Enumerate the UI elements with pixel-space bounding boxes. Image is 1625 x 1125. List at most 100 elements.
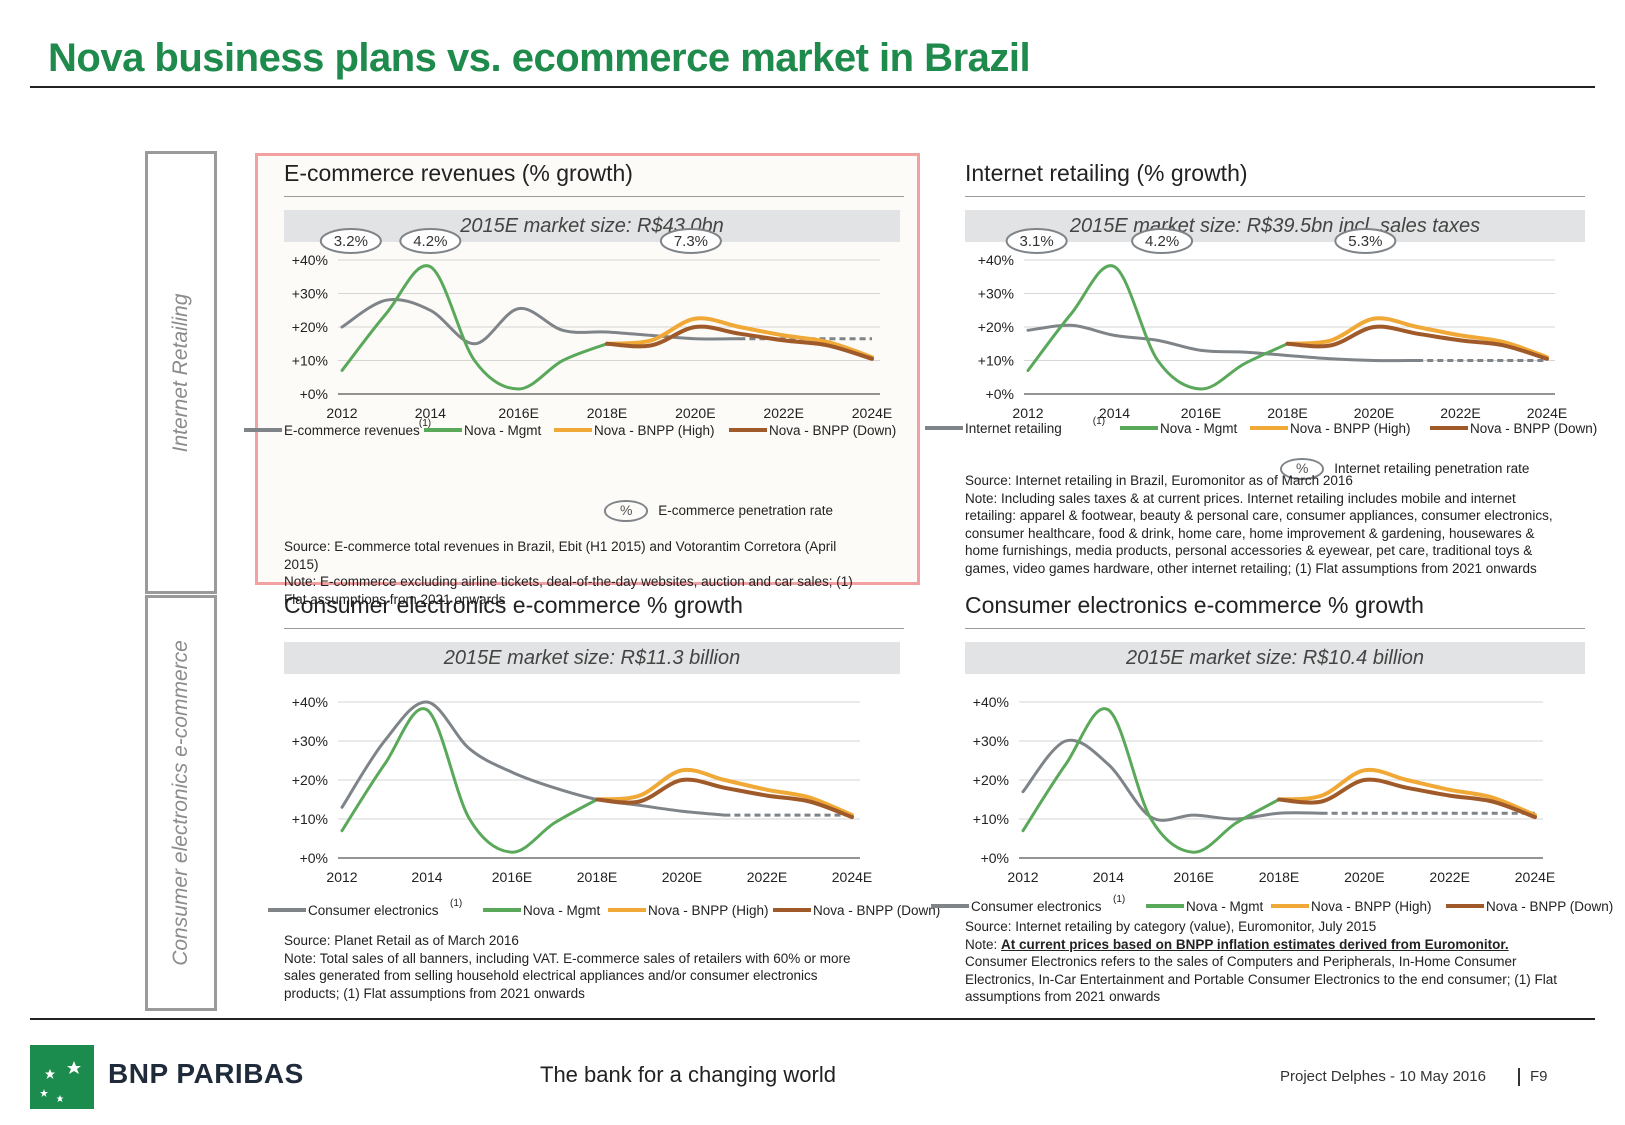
- series-line: [1285, 324, 1549, 361]
- side-label-text: Consumer electronics e-commerce: [169, 640, 192, 966]
- panel-source-note: Source: Planet Retail as of March 2016 N…: [284, 932, 864, 1002]
- series-line: [340, 700, 726, 817]
- penetration-legend-label: Internet retailing penetration rate: [1334, 461, 1530, 476]
- chart-panel-consumer-electronics-1: Consumer electronics e-commerce % growth…: [268, 592, 940, 1022]
- x-tick-label: 2018E: [1267, 405, 1307, 421]
- y-tick-label: +30%: [292, 733, 328, 749]
- source-line: Source: Internet retailing by category (…: [965, 919, 1377, 934]
- x-tick-label: 2022E: [763, 405, 803, 421]
- panel-source-note: Source: Internet retailing by category (…: [965, 918, 1565, 1006]
- chart-panel-consumer-electronics-2: Consumer electronics e-commerce % growth…: [931, 592, 1613, 1022]
- legend-label: E-commerce revenues: [284, 423, 420, 438]
- x-tick-label: 2024E: [1515, 869, 1555, 885]
- legend-label: Nova - BNPP (Down): [769, 423, 896, 438]
- side-label-consumer-electronics: Consumer electronics e-commerce: [145, 595, 217, 1011]
- chart-consumer-electronics-1: +0% +10% +20% +30% +40% 2012 2014 2016E 2018E 202…: [268, 694, 940, 918]
- y-tick-label: +0%: [986, 386, 1014, 402]
- penetration-label: 4.2%: [1145, 233, 1179, 250]
- y-tick-label: +0%: [981, 850, 1009, 866]
- series-line: [1021, 707, 1281, 854]
- x-tick-label: 2016E: [498, 405, 538, 421]
- legend-label: Nova - Mgmt: [464, 423, 542, 438]
- brand-name: BNP PARIBAS: [108, 1058, 304, 1089]
- panel-title-rule: [965, 628, 1585, 629]
- penetration-label: 4.2%: [413, 233, 447, 250]
- x-tick-label: 2014: [411, 869, 442, 885]
- panel-source-note: Source: Internet retailing in Brazil, Eu…: [965, 472, 1565, 577]
- y-tick-label: +40%: [973, 694, 1009, 710]
- x-tick-label: 2014: [1099, 405, 1130, 421]
- y-tick-label: +10%: [292, 811, 328, 827]
- y-tick-label: +10%: [973, 811, 1009, 827]
- legend-superscript: (1): [1093, 416, 1105, 427]
- note-prefix: Note:: [965, 936, 1002, 952]
- penetration-ellipse: [1005, 228, 1068, 254]
- series-line: [605, 324, 874, 361]
- x-tick-label: 2018E: [1259, 869, 1299, 885]
- legend-label: Nova - BNPP (High): [594, 423, 715, 438]
- x-tick-label: 2014: [1093, 869, 1124, 885]
- x-tick-label: 2020E: [1354, 405, 1394, 421]
- legend-label: Internet retailing: [965, 421, 1062, 436]
- penetration-label: 5.3%: [1348, 233, 1382, 250]
- panel-title: Consumer electronics e-commerce % growth: [284, 592, 743, 618]
- note-line: Note: Including sales taxes & at current…: [965, 490, 1553, 576]
- series-line: [1277, 777, 1537, 820]
- legend-label: Nova - Mgmt: [1186, 899, 1264, 914]
- page-number: F9: [1530, 1068, 1548, 1085]
- legend-superscript: (1): [450, 898, 462, 909]
- x-tick-label: 2024E: [852, 405, 892, 421]
- series-line: [1026, 323, 1419, 363]
- chart-panel-internet-retailing: Internet retailing (% growth) 2015E mark…: [925, 160, 1605, 590]
- chart-consumer-electronics-2: +0% +10% +20% +30% +40% 2012 2014 2016E 2018E 202…: [931, 694, 1613, 914]
- source-line: Source: Planet Retail as of March 2016: [284, 933, 519, 948]
- panel-source-note: Source: E-commerce total revenues in Bra…: [284, 538, 864, 608]
- x-tick-label: 2020E: [1344, 869, 1384, 885]
- tagline: The bank for a changing world: [540, 1062, 836, 1087]
- x-tick-label: 2020E: [675, 405, 715, 421]
- penetration-label: 7.3%: [674, 233, 708, 250]
- y-tick-label: +0%: [300, 386, 328, 402]
- series-line: [595, 777, 854, 820]
- side-label-text: Internet Retailing: [169, 293, 192, 452]
- source-line: Source: Internet retailing in Brazil, Eu…: [965, 473, 1353, 488]
- x-tick-label: 2016E: [1181, 405, 1221, 421]
- market-size-bar: 2015E market size: R$11.3 billion: [284, 642, 900, 674]
- legend-superscript: (1): [1113, 894, 1125, 905]
- y-tick-label: +30%: [973, 733, 1009, 749]
- note-line: Note: Total sales of all banners, includ…: [284, 950, 851, 1001]
- panel-title-rule: [284, 196, 904, 197]
- penetration-ellipse: [1334, 228, 1397, 254]
- market-size-bar: 2015E market size: R$10.4 billion: [965, 642, 1585, 674]
- legend-label: Nova - BNPP (Down): [813, 903, 940, 918]
- series-line: [1277, 767, 1537, 818]
- y-tick-label: +10%: [978, 353, 1014, 369]
- series-line: [1021, 738, 1324, 822]
- penetration-label: 3.1%: [1020, 233, 1054, 250]
- legend-label: Nova - Mgmt: [1160, 421, 1238, 436]
- series-line: [1026, 264, 1289, 391]
- y-tick-label: +0%: [300, 850, 328, 866]
- panel-title-rule: [965, 196, 1585, 197]
- project-label: Project Delphes - 10 May 2016: [1280, 1068, 1486, 1085]
- series-line: [340, 264, 609, 391]
- penetration-legend-ellipse: %: [1280, 458, 1325, 480]
- y-tick-label: +40%: [292, 252, 328, 268]
- legend-label: Nova - BNPP (High): [648, 903, 769, 918]
- y-tick-label: +20%: [292, 319, 328, 335]
- chart-internet-retailing: +0% +10% +20% +30% +40% 2012 2014 2016E 2018E 202…: [925, 228, 1597, 436]
- y-tick-label: +20%: [292, 772, 328, 788]
- chart-panel-ecommerce-revenues: E-commerce revenues (% growth) 2015E mar…: [244, 160, 924, 607]
- x-tick-label: 2022E: [1429, 869, 1469, 885]
- series-line: [1285, 316, 1549, 360]
- x-tick-label: 2020E: [662, 869, 702, 885]
- page-title: Nova business plans vs. ecommerce market…: [48, 36, 1031, 80]
- series-line: [340, 298, 741, 346]
- footer-separator: [1518, 1068, 1520, 1086]
- note-rest: Consumer Electronics refers to the sales…: [965, 954, 1558, 1004]
- penetration-ellipse: [659, 228, 722, 254]
- legend-label: Consumer electronics: [971, 899, 1102, 914]
- y-tick-label: +30%: [292, 286, 328, 302]
- y-tick-label: +30%: [978, 286, 1014, 302]
- note-line: Note: E-commerce excluding airline ticke…: [284, 574, 853, 607]
